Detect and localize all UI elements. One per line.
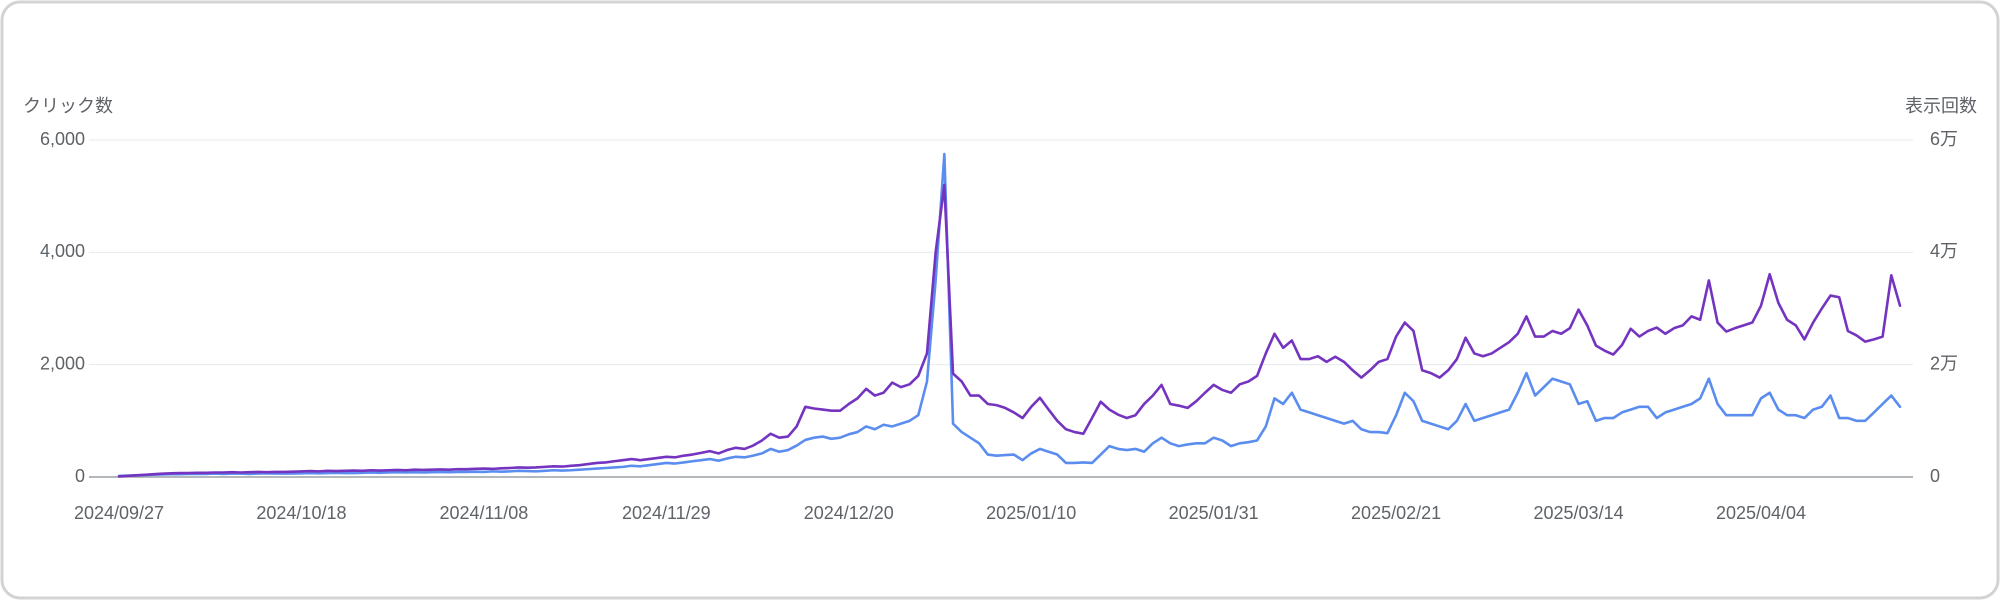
series-line bbox=[117, 183, 1902, 478]
y2-tick-label: 4万 bbox=[1930, 241, 1958, 261]
y-tick-label: 0 bbox=[75, 466, 85, 486]
y-tick-label: 6,000 bbox=[40, 129, 85, 149]
x-tick-label: 2024/11/08 bbox=[440, 503, 529, 523]
x-tick-label: 2025/02/21 bbox=[1351, 503, 1441, 523]
x-tick-label: 2025/03/14 bbox=[1534, 503, 1624, 523]
x-tick-label: 2024/10/18 bbox=[256, 503, 346, 523]
x-tick-label: 2025/04/04 bbox=[1716, 503, 1806, 523]
x-tick-label: 2025/01/31 bbox=[1169, 503, 1259, 523]
x-tick-label: 2024/12/20 bbox=[804, 503, 894, 523]
y2-tick-label: 6万 bbox=[1930, 129, 1958, 149]
y2-tick-label: 2万 bbox=[1930, 353, 1958, 373]
x-tick-label: 2025/01/10 bbox=[986, 503, 1076, 523]
x-tick-label: 2024/11/29 bbox=[622, 503, 711, 523]
series-line bbox=[117, 152, 1902, 478]
y-axis-title: クリック数 bbox=[23, 96, 113, 116]
x-tick-label: 2024/09/27 bbox=[74, 503, 164, 523]
y2-tick-label: 0 bbox=[1930, 466, 1940, 486]
y-tick-label: 4,000 bbox=[40, 241, 85, 261]
y2-axis-title: 表示回数 bbox=[1905, 96, 1977, 116]
y-tick-label: 2,000 bbox=[40, 353, 85, 373]
